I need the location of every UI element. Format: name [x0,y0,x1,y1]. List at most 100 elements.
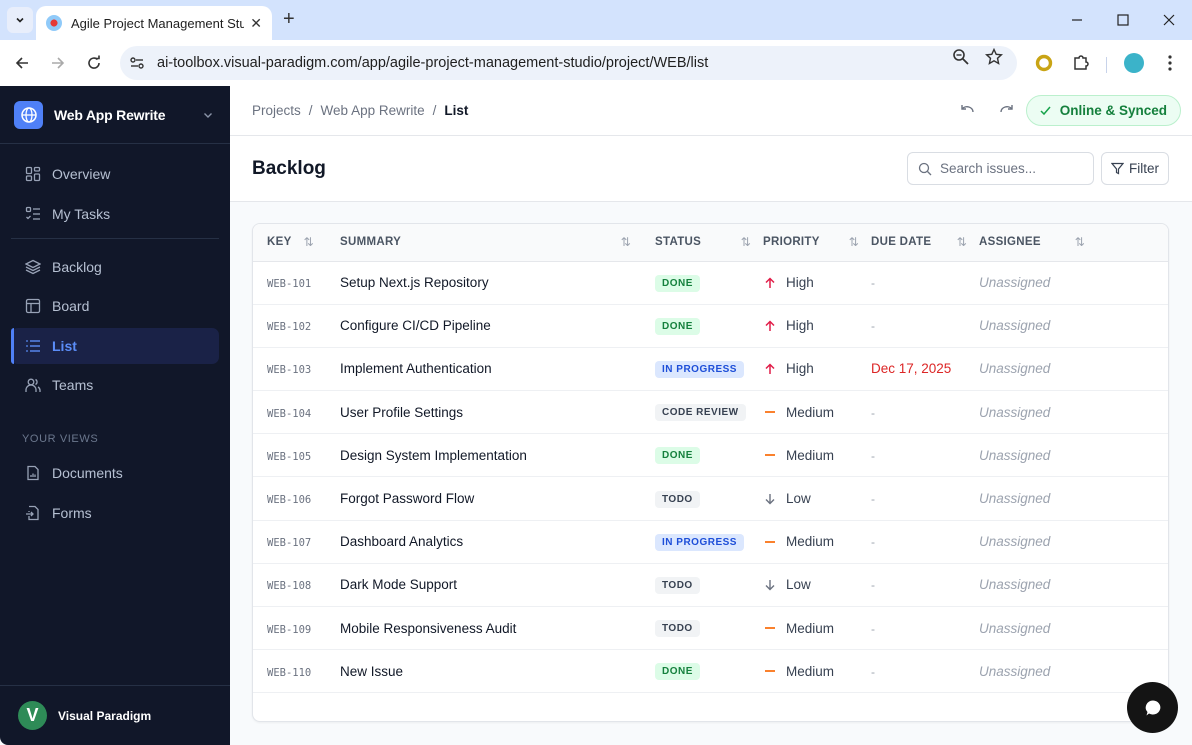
due-date[interactable]: Dec 17, 2025 [871,361,952,377]
sidebar-item-board[interactable]: Board [11,288,219,324]
status-badge[interactable]: CODE REVIEW [655,404,746,422]
new-tab-button[interactable]: + [283,8,295,30]
project-switcher[interactable]: Web App Rewrite [0,86,230,144]
priority-cell[interactable]: Medium [763,534,871,549]
priority-cell[interactable]: High [763,275,871,290]
assignee[interactable]: Unassigned [979,577,1051,593]
back-button[interactable] [8,49,36,77]
status-badge[interactable]: TODO [655,620,700,638]
close-tab-icon[interactable]: ✕ [250,14,262,31]
sidebar-item-list[interactable]: List [11,327,219,364]
sidebar-item-documents[interactable]: Documents [11,455,219,491]
issue-key[interactable]: WEB-104 [267,407,312,420]
issue-summary[interactable]: Forgot Password Flow [340,491,475,507]
sort-icon[interactable]: ⇅ [740,235,751,250]
issue-key[interactable]: WEB-101 [267,278,312,291]
due-date[interactable]: - [871,405,875,420]
table-row[interactable]: WEB-103 Implement Authentication IN PROGRE… [253,347,1168,392]
column-header-due-date[interactable]: DUE DATE ⇅ [871,224,979,262]
priority-cell[interactable]: Low [763,577,871,592]
profile-avatar[interactable] [1124,53,1144,73]
issue-summary[interactable]: Configure CI/CD Pipeline [340,318,491,334]
due-date[interactable]: - [871,276,875,291]
status-badge[interactable]: DONE [655,274,700,292]
forward-button[interactable] [44,49,72,77]
table-row[interactable]: WEB-105 Design System Implementation DONE M… [253,433,1168,478]
issue-key[interactable]: WEB-106 [267,494,312,507]
priority-cell[interactable]: Medium [763,448,871,463]
priority-cell[interactable]: Medium [763,621,871,636]
extension-ring-icon[interactable] [1035,54,1053,72]
table-row[interactable]: WEB-102 Configure CI/CD Pipeline DONE High -… [253,304,1168,348]
assignee[interactable]: Unassigned [979,275,1051,291]
table-row[interactable]: WEB-109 Mobile Responsiveness Audit TODO Me… [253,606,1168,651]
breadcrumb-projects[interactable]: Projects [252,103,301,118]
issue-key[interactable]: WEB-107 [267,537,312,550]
assignee[interactable]: Unassigned [979,447,1051,463]
filter-button[interactable]: Filter [1101,152,1169,185]
sort-icon[interactable]: ⇅ [848,235,859,250]
issue-summary[interactable]: Dashboard Analytics [340,534,464,550]
due-date[interactable]: - [871,319,875,334]
issue-key[interactable]: WEB-103 [267,364,312,377]
column-header-priority[interactable]: PRIORITY ⇅ [763,224,871,262]
status-badge[interactable]: TODO [655,576,700,594]
table-row[interactable]: WEB-108 Dark Mode Support TODO Low - Unassign… [253,563,1168,608]
assignee[interactable]: Unassigned [979,663,1051,679]
status-badge[interactable]: IN PROGRESS [655,533,744,551]
priority-cell[interactable]: Low [763,491,871,506]
sidebar-item-teams[interactable]: Teams [11,367,219,403]
assignee[interactable]: Unassigned [979,620,1051,636]
issue-key[interactable]: WEB-102 [267,321,312,334]
close-window-button[interactable] [1146,0,1192,40]
status-badge[interactable]: DONE [655,317,700,335]
tab-search-button[interactable] [7,7,33,33]
issue-key[interactable]: WEB-108 [267,580,312,593]
issue-summary[interactable]: Mobile Responsiveness Audit [340,620,517,636]
column-header-status[interactable]: STATUS ⇅ [655,224,763,262]
issue-summary[interactable]: Dark Mode Support [340,577,458,593]
table-row[interactable]: WEB-104 User Profile Settings CODE REVIEW M… [253,390,1168,435]
priority-cell[interactable]: High [763,361,871,376]
sort-icon[interactable]: ⇅ [956,235,967,250]
table-row[interactable]: WEB-101 Setup Next.js Repository DONE High -… [253,261,1168,305]
status-badge[interactable]: IN PROGRESS [655,360,744,378]
column-header-key[interactable]: KEY ⇅ [253,224,340,262]
minimize-button[interactable] [1054,0,1100,40]
due-date[interactable]: - [871,621,875,636]
sidebar-item-my-tasks[interactable]: My Tasks [11,196,219,232]
sidebar-item-backlog[interactable]: Backlog [11,249,219,285]
sidebar-item-overview[interactable]: Overview [11,156,219,192]
issue-summary[interactable]: Design System Implementation [340,447,527,463]
browser-tab[interactable]: Agile Project Management Studio ✕ [36,6,272,40]
undo-button[interactable] [959,102,977,120]
redo-button[interactable] [999,102,1017,120]
search-box[interactable] [907,152,1094,185]
assignee[interactable]: Unassigned [979,491,1051,507]
column-header-assignee[interactable]: ASSIGNEE ⇅ [979,224,1168,262]
table-row[interactable]: WEB-107 Dashboard Analytics IN PROGRESS Med… [253,520,1168,564]
browser-menu-icon[interactable] [1161,54,1179,72]
maximize-button[interactable] [1100,0,1146,40]
priority-cell[interactable]: Medium [763,664,871,679]
issue-key[interactable]: WEB-110 [267,666,312,679]
issue-summary[interactable]: User Profile Settings [340,404,464,420]
priority-cell[interactable]: High [763,318,871,333]
bookmark-star-icon[interactable] [985,48,1003,66]
sort-icon[interactable]: ⇅ [303,235,314,250]
assignee[interactable]: Unassigned [979,534,1051,550]
reload-button[interactable] [80,49,108,77]
status-badge[interactable]: TODO [655,490,700,508]
sort-icon[interactable]: ⇅ [1074,235,1085,250]
status-badge[interactable]: DONE [655,447,700,465]
user-profile[interactable]: V Visual Paradigm [0,685,230,745]
issue-key[interactable]: WEB-105 [267,450,312,463]
column-header-summary[interactable]: SUMMARY ⇅ [340,224,655,262]
issue-summary[interactable]: Setup Next.js Repository [340,275,489,291]
priority-cell[interactable]: Medium [763,405,871,420]
zoom-icon[interactable] [952,48,970,66]
due-date[interactable]: - [871,448,875,463]
table-row[interactable]: WEB-110 New Issue DONE Medium - Unassigned [253,649,1168,694]
issue-summary[interactable]: Implement Authentication [340,361,492,377]
address-bar[interactable]: ai-toolbox.visual-paradigm.com/app/agile… [120,46,1017,80]
